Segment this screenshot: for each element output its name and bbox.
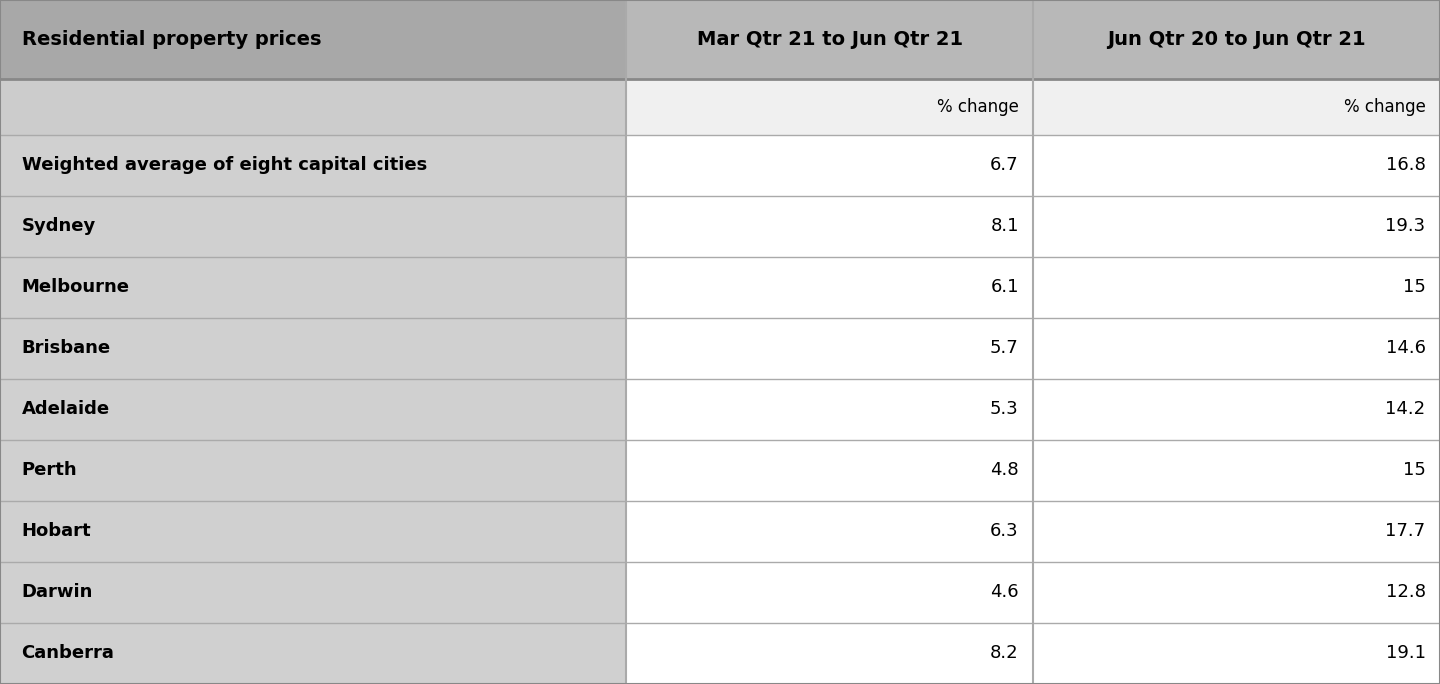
Bar [626,256,1034,318]
Bar [626,562,1034,623]
Text: Adelaide: Adelaide [22,400,109,419]
Text: 4.8: 4.8 [991,462,1020,479]
Bar [0,623,626,684]
Bar [1034,562,1440,623]
Text: 6.3: 6.3 [991,523,1020,540]
Bar [0,0,626,79]
Text: Melbourne: Melbourne [22,278,130,296]
Text: 6.1: 6.1 [991,278,1020,296]
Bar [0,501,626,562]
Text: Canberra: Canberra [22,644,114,663]
Text: Sydney: Sydney [22,218,96,235]
Bar [0,135,626,196]
Bar [0,196,626,256]
Bar [626,0,1034,79]
Text: 8.2: 8.2 [991,644,1020,663]
Bar [0,256,626,318]
Text: 15: 15 [1403,462,1426,479]
Bar [1034,440,1440,501]
Text: 14.6: 14.6 [1385,339,1426,357]
Text: 5.3: 5.3 [991,400,1020,419]
Bar [0,562,626,623]
Bar [0,379,626,440]
Text: % change: % change [937,98,1020,116]
Text: Brisbane: Brisbane [22,339,111,357]
Bar [1034,79,1440,135]
Bar [0,318,626,379]
Bar [0,79,626,135]
Text: 17.7: 17.7 [1385,523,1426,540]
Bar [626,79,1034,135]
Bar [0,440,626,501]
Bar [1034,196,1440,256]
Bar [1034,0,1440,79]
Text: Perth: Perth [22,462,78,479]
Text: % change: % change [1344,98,1426,116]
Bar [626,501,1034,562]
Text: 6.7: 6.7 [991,156,1020,174]
Text: 14.2: 14.2 [1385,400,1426,419]
Bar [626,135,1034,196]
Text: 15: 15 [1403,278,1426,296]
Text: 16.8: 16.8 [1385,156,1426,174]
Text: 19.1: 19.1 [1385,644,1426,663]
Bar [1034,379,1440,440]
Bar [1034,256,1440,318]
Text: 12.8: 12.8 [1385,583,1426,601]
Bar [1034,501,1440,562]
Bar [626,440,1034,501]
Text: 4.6: 4.6 [991,583,1020,601]
Bar [1034,135,1440,196]
Bar [1034,318,1440,379]
Text: 19.3: 19.3 [1385,218,1426,235]
Bar [626,379,1034,440]
Bar [626,318,1034,379]
Bar [626,623,1034,684]
Bar [626,196,1034,256]
Text: Weighted average of eight capital cities: Weighted average of eight capital cities [22,156,426,174]
Text: Mar Qtr 21 to Jun Qtr 21: Mar Qtr 21 to Jun Qtr 21 [697,30,963,49]
Text: Residential property prices: Residential property prices [22,30,321,49]
Text: 5.7: 5.7 [991,339,1020,357]
Bar [1034,623,1440,684]
Text: Hobart: Hobart [22,523,91,540]
Text: Darwin: Darwin [22,583,94,601]
Text: 8.1: 8.1 [991,218,1020,235]
Text: Jun Qtr 20 to Jun Qtr 21: Jun Qtr 20 to Jun Qtr 21 [1107,30,1367,49]
